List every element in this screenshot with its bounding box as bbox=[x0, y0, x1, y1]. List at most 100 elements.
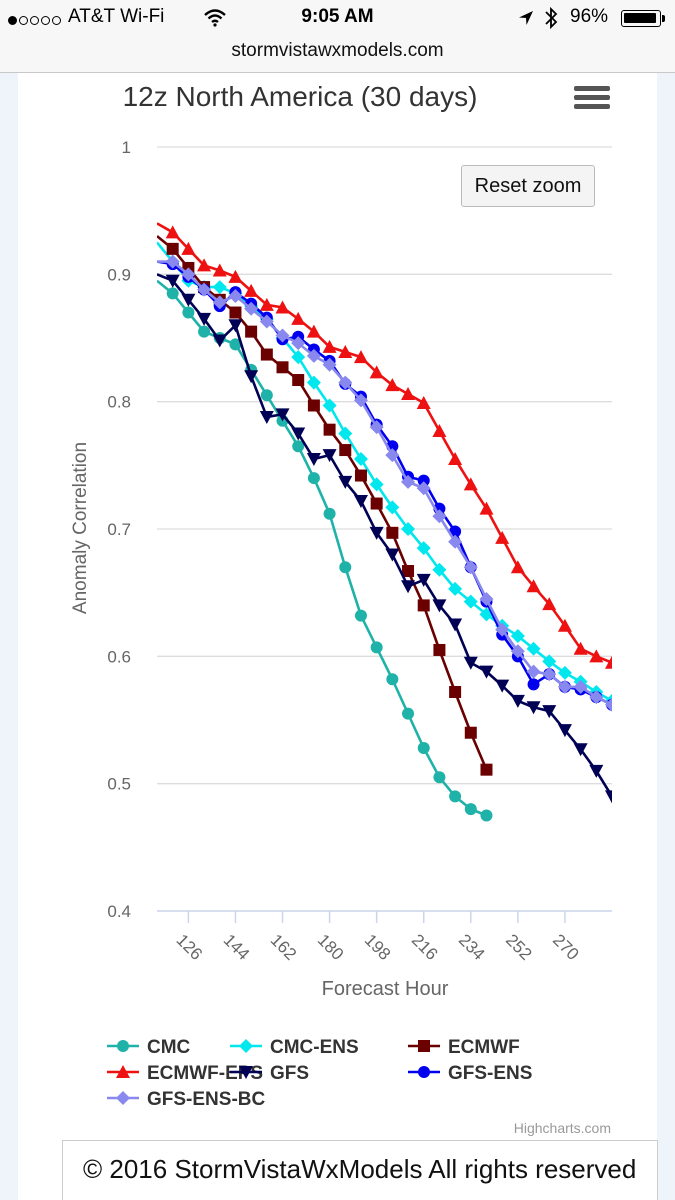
legend-item-cmc[interactable]: CMC bbox=[107, 1037, 191, 1058]
data-point bbox=[260, 389, 273, 402]
data-point bbox=[166, 287, 179, 300]
data-point bbox=[291, 311, 306, 325]
legend: CMC CMC-ENS ECMWF ECMWF-EPS GFS GFS-ENS GFS-EN… bbox=[107, 1037, 532, 1110]
data-point bbox=[573, 641, 588, 655]
data-point bbox=[165, 254, 180, 269]
y-tick-label: 1 bbox=[122, 138, 131, 157]
data-point bbox=[354, 609, 367, 622]
data-point bbox=[370, 497, 383, 510]
series-line bbox=[157, 279, 487, 817]
series-ecmwf-eps bbox=[157, 222, 612, 669]
data-point bbox=[166, 242, 179, 255]
data-point bbox=[557, 618, 572, 632]
data-point bbox=[557, 665, 572, 680]
data-point bbox=[464, 803, 477, 816]
data-point bbox=[463, 477, 478, 491]
data-point bbox=[323, 423, 336, 436]
data-point bbox=[197, 258, 212, 272]
hamburger-menu-icon[interactable] bbox=[574, 86, 610, 116]
data-point bbox=[542, 705, 557, 719]
data-point bbox=[291, 336, 306, 351]
y-tick-label: 0.6 bbox=[107, 647, 131, 666]
data-point bbox=[117, 1040, 129, 1052]
legend-label: GFS bbox=[270, 1063, 309, 1084]
reset-zoom-button[interactable]: Reset zoom bbox=[461, 165, 595, 207]
y-axis-label: Anomaly Correlation bbox=[70, 442, 91, 614]
data-point bbox=[292, 440, 305, 453]
data-point bbox=[401, 580, 416, 594]
legend-label: GFS-ENS-BC bbox=[147, 1089, 266, 1110]
legend-label: ECMWF bbox=[448, 1037, 520, 1058]
data-point bbox=[239, 1066, 253, 1079]
data-point bbox=[275, 328, 290, 343]
data-point bbox=[510, 628, 525, 643]
data-point bbox=[401, 387, 416, 401]
x-tick-label: 234 bbox=[455, 930, 488, 963]
data-point bbox=[605, 655, 612, 669]
data-point bbox=[370, 641, 383, 654]
data-point bbox=[432, 509, 447, 524]
data-point bbox=[354, 469, 367, 482]
data-point bbox=[432, 562, 447, 577]
data-point bbox=[291, 350, 306, 365]
x-tick-label: 180 bbox=[314, 930, 347, 963]
data-point bbox=[480, 809, 493, 822]
browser-url-bar[interactable]: stormvistawxmodels.com bbox=[0, 36, 675, 73]
data-point bbox=[527, 678, 540, 691]
data-point bbox=[448, 581, 463, 596]
footer-text: © 2016 StormVistaWxModels All rights res… bbox=[83, 1154, 637, 1184]
legend-item-ecmwf[interactable]: ECMWF bbox=[408, 1037, 520, 1058]
data-point bbox=[197, 312, 212, 326]
data-point bbox=[322, 449, 337, 463]
data-point bbox=[418, 1066, 430, 1078]
credits[interactable]: Highcharts.com bbox=[514, 1120, 611, 1136]
data-point bbox=[198, 325, 211, 338]
data-point bbox=[338, 426, 353, 441]
data-point bbox=[432, 423, 447, 437]
data-point bbox=[463, 656, 478, 670]
data-point bbox=[338, 475, 353, 489]
data-point bbox=[306, 348, 321, 363]
data-point bbox=[228, 319, 243, 333]
data-point bbox=[275, 300, 290, 314]
chart-title: 12z North America (30 days) bbox=[123, 81, 478, 112]
data-point bbox=[448, 534, 463, 549]
url-text[interactable]: stormvistawxmodels.com bbox=[231, 40, 444, 61]
data-point bbox=[433, 771, 446, 784]
data-point bbox=[542, 597, 557, 611]
data-point bbox=[212, 263, 227, 277]
data-point bbox=[385, 378, 400, 392]
data-point bbox=[338, 375, 353, 390]
bluetooth-icon bbox=[545, 6, 558, 30]
data-point bbox=[165, 274, 180, 288]
legend-item-gfs-ens-bc[interactable]: GFS-ENS-BC bbox=[107, 1089, 266, 1110]
data-point bbox=[212, 295, 227, 310]
data-point bbox=[526, 701, 541, 715]
data-point bbox=[386, 673, 399, 686]
x-tick-label: 144 bbox=[220, 930, 253, 963]
signal-strength-icon bbox=[8, 12, 63, 30]
data-point bbox=[402, 565, 415, 578]
data-point bbox=[605, 790, 612, 804]
data-point bbox=[605, 697, 612, 712]
legend-label: CMC-ENS bbox=[270, 1037, 359, 1058]
series-line bbox=[157, 260, 612, 706]
legend-item-gfs-ens[interactable]: GFS-ENS bbox=[408, 1063, 532, 1084]
data-point bbox=[116, 1091, 130, 1105]
data-point bbox=[353, 350, 368, 364]
y-tick-label: 0.7 bbox=[107, 520, 131, 539]
data-point bbox=[259, 410, 274, 424]
data-point bbox=[432, 599, 447, 613]
y-tick-label: 0.8 bbox=[107, 393, 131, 412]
x-tick-label: 270 bbox=[549, 930, 582, 963]
grid bbox=[157, 146, 612, 912]
legend-item-ecmwf-eps[interactable]: ECMWF-EPS bbox=[107, 1063, 263, 1084]
legend-item-gfs[interactable]: GFS bbox=[230, 1063, 309, 1084]
legend-item-cmc-ens[interactable]: CMC-ENS bbox=[230, 1037, 359, 1058]
data-point bbox=[557, 679, 572, 694]
data-point bbox=[244, 283, 259, 297]
data-point bbox=[589, 649, 604, 663]
data-point bbox=[322, 398, 337, 413]
data-point bbox=[479, 501, 494, 515]
data-point bbox=[542, 654, 557, 669]
